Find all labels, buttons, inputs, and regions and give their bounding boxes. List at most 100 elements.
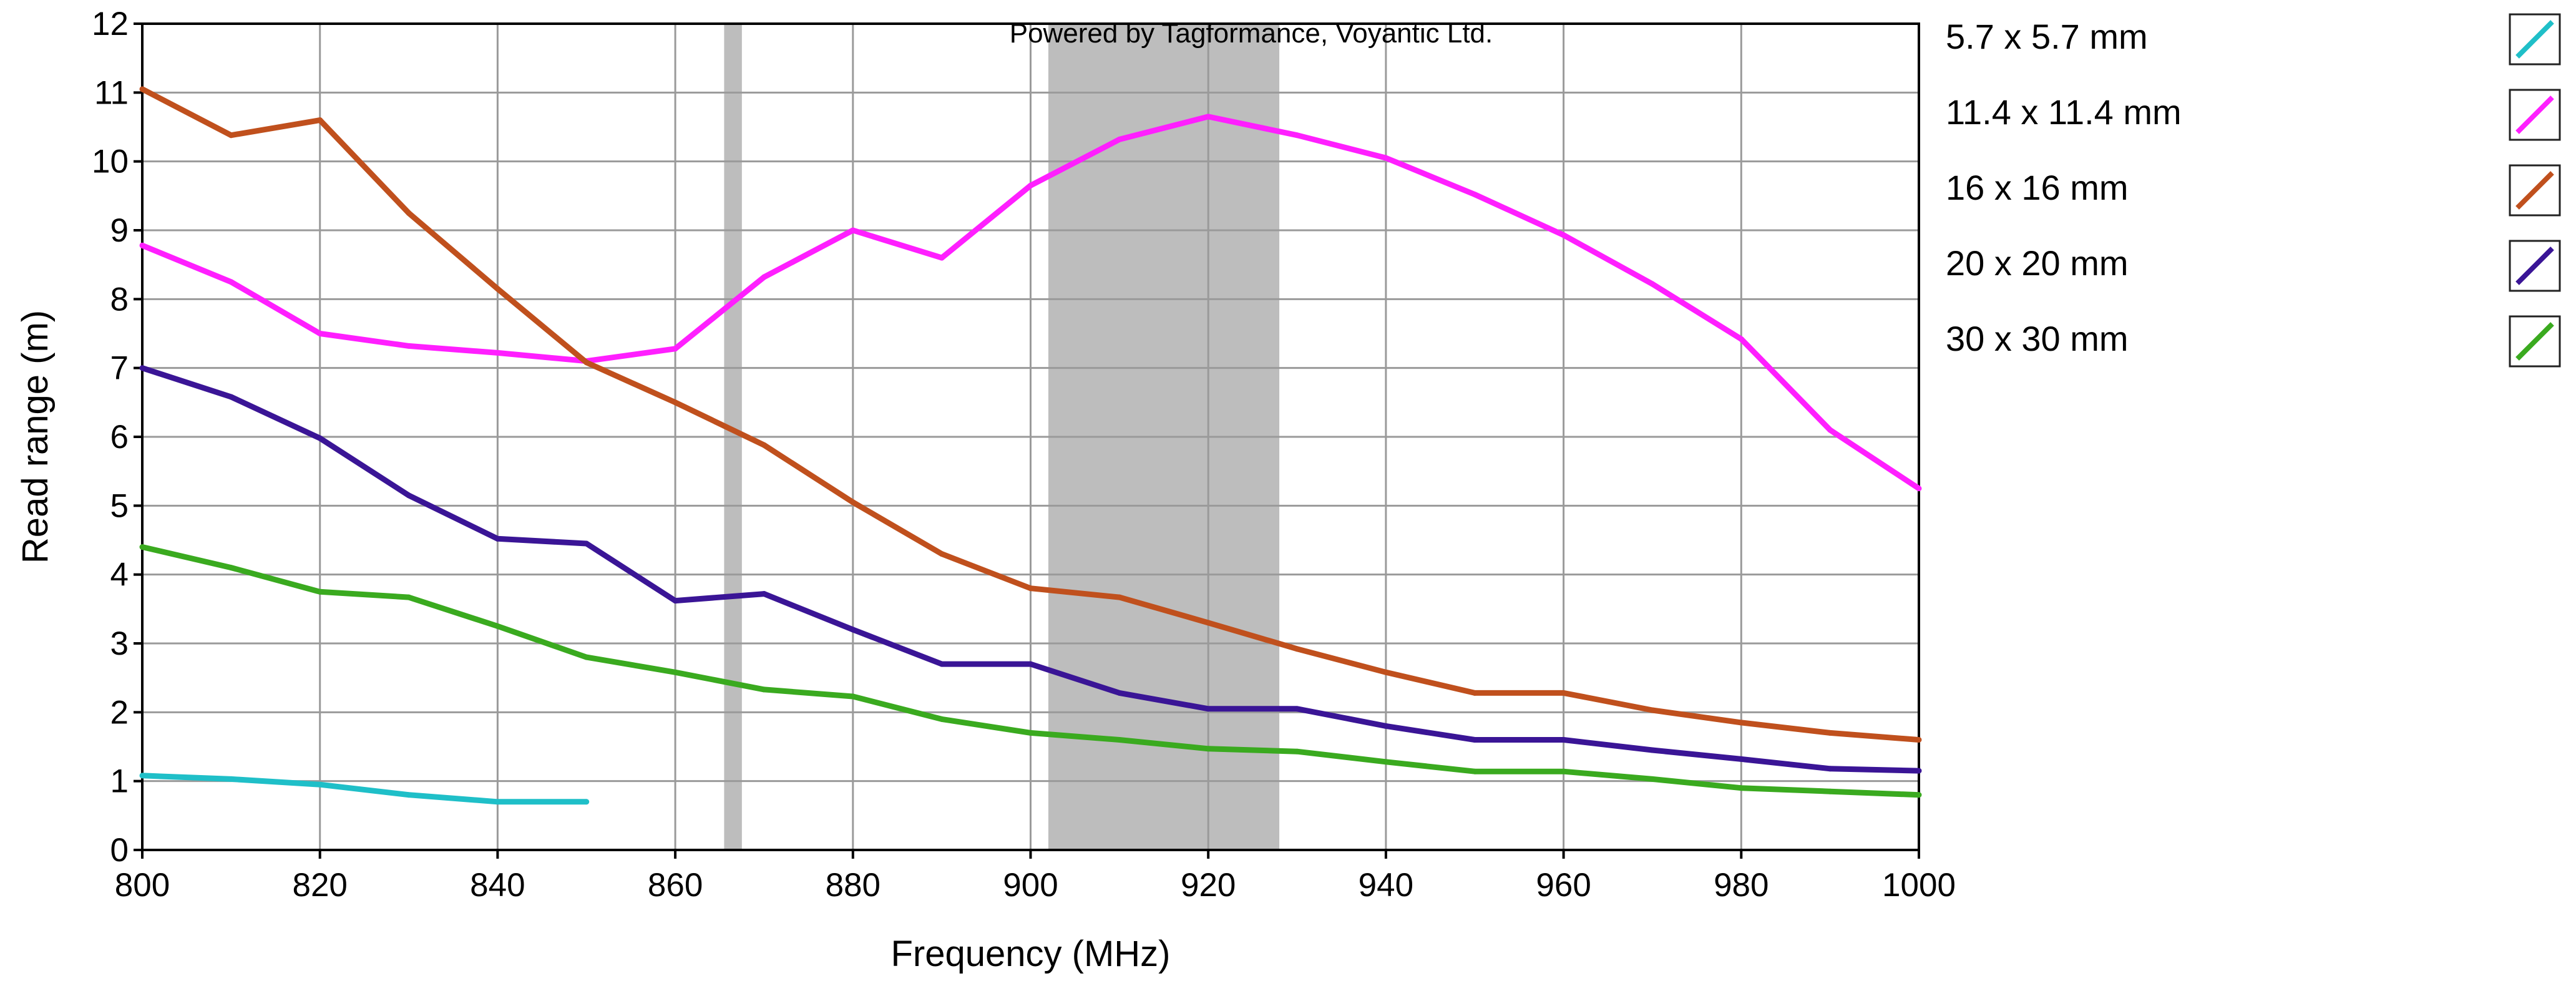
data-point (583, 799, 590, 805)
data-point (139, 544, 145, 550)
data-point (1738, 336, 1744, 342)
data-point (1205, 620, 1211, 626)
data-point (228, 565, 234, 571)
legend-label: 30 x 30 mm (1946, 319, 2129, 358)
data-point (1028, 730, 1033, 736)
data-point (1738, 756, 1744, 762)
data-point (1561, 232, 1567, 238)
data-point (139, 773, 145, 779)
data-point (1028, 182, 1033, 188)
data-point (406, 492, 412, 499)
data-point (1383, 723, 1389, 729)
data-point (494, 535, 500, 542)
legend-swatch-line (2515, 322, 2554, 361)
data-point (1649, 747, 1656, 753)
x-tick-label: 1000 (1882, 867, 1956, 904)
data-point (1649, 281, 1656, 287)
data-point (317, 117, 323, 123)
x-tick-label: 920 (1181, 867, 1236, 904)
data-point (672, 399, 678, 406)
data-point (406, 792, 412, 798)
x-tick-label: 820 (292, 867, 347, 904)
data-point (406, 343, 412, 349)
y-tick-label: 3 (110, 625, 129, 662)
series-0 (139, 773, 590, 805)
data-point (228, 776, 234, 782)
legend-swatch-line (2515, 20, 2554, 59)
data-point (1116, 594, 1123, 600)
data-point (583, 540, 590, 547)
data-point (672, 669, 678, 675)
legend-label: 16 x 16 mm (1946, 168, 2129, 207)
data-point (1471, 690, 1478, 696)
data-point (1827, 730, 1833, 736)
data-point (1738, 785, 1744, 791)
data-point (139, 365, 145, 371)
x-tick-label: 900 (1003, 867, 1058, 904)
y-tick-label: 6 (110, 419, 129, 456)
data-point (1471, 768, 1478, 774)
data-point (1471, 192, 1478, 198)
x-tick-label: 940 (1359, 867, 1413, 904)
data-point (1383, 669, 1389, 675)
y-tick-label: 8 (110, 281, 129, 318)
data-point (583, 359, 590, 366)
y-tick-label: 10 (92, 144, 129, 180)
data-point (406, 210, 412, 216)
data-point (317, 588, 323, 595)
data-point (1738, 720, 1744, 726)
x-tick-label: 840 (470, 867, 525, 904)
data-point (494, 623, 500, 629)
legend-label: 5.7 x 5.7 mm (1946, 17, 2148, 56)
y-tick-label: 12 (92, 6, 129, 42)
data-point (494, 349, 500, 356)
y-tick-label: 7 (110, 350, 129, 387)
x-tick-label: 860 (648, 867, 703, 904)
legend-item: 30 x 30 mm (1946, 315, 2561, 368)
series-4 (139, 544, 1922, 798)
series-1 (139, 114, 1922, 492)
legend-item: 11.4 x 11.4 mm (1946, 89, 2561, 141)
series-2 (139, 86, 1922, 743)
data-point (1294, 748, 1300, 754)
data-point (1205, 706, 1211, 712)
data-point (761, 442, 767, 448)
data-point (317, 781, 323, 788)
data-point (1649, 776, 1656, 782)
legend: 5.7 x 5.7 mm 11.4 x 11.4 mm 16 x 16 mm 20 x… (1946, 13, 2561, 368)
y-tick-label: 5 (110, 487, 129, 524)
data-point (1561, 690, 1567, 696)
y-tick-label: 11 (94, 74, 129, 111)
data-point (1827, 427, 1833, 433)
data-point (494, 799, 500, 805)
y-tick-label: 9 (110, 212, 129, 249)
data-point (850, 227, 856, 233)
data-point (1205, 746, 1211, 752)
data-point (1383, 155, 1389, 161)
credit-text: Powered by Tagformance, Voyantic Ltd. (1010, 18, 1493, 49)
y-tick-label: 1 (110, 763, 129, 800)
series-line (142, 773, 587, 805)
data-point (1028, 661, 1033, 667)
data-point (583, 654, 590, 660)
data-point (850, 693, 856, 700)
data-point (317, 435, 323, 441)
data-point (1916, 768, 1922, 774)
data-point (1205, 114, 1211, 120)
x-tick-label: 800 (115, 867, 170, 904)
data-point (1028, 585, 1033, 592)
data-point (1827, 766, 1833, 772)
series-3 (139, 365, 1922, 774)
data-point (1561, 768, 1567, 774)
y-axis-title: Read range (m) (15, 310, 56, 564)
y-tick-label: 4 (110, 557, 129, 593)
data-point (1916, 736, 1922, 743)
legend-item: 20 x 20 mm (1946, 240, 2561, 292)
data-point (1294, 646, 1300, 652)
legend-item: 16 x 16 mm (1946, 164, 2561, 217)
data-point (672, 598, 678, 604)
data-point (139, 242, 145, 248)
data-point (761, 591, 767, 597)
data-point (1116, 690, 1123, 696)
